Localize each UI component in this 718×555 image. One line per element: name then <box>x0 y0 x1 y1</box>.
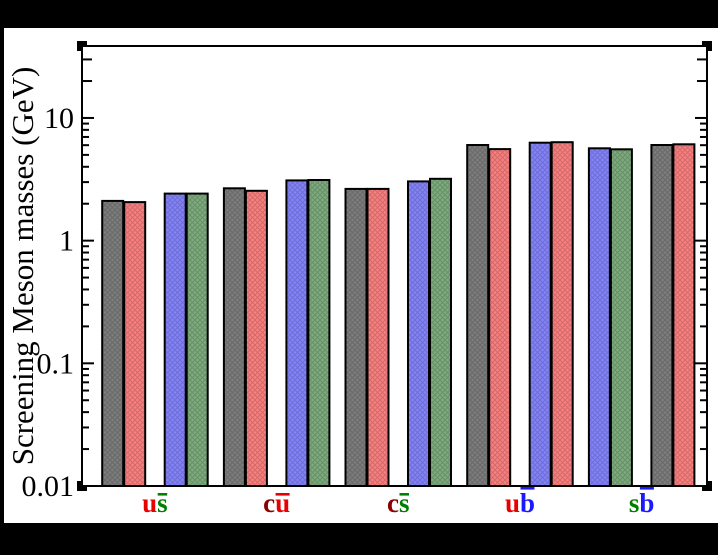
y-axis-title: Screening Meson masses (GeV) <box>5 67 40 466</box>
overbar-cu <box>275 493 290 496</box>
x-label-cs: cs <box>387 488 410 518</box>
y-tick-label-0.01: 0.01 <box>22 470 75 503</box>
bar-sb-red-3 <box>672 143 696 488</box>
x-label-ub: ub <box>505 488 535 518</box>
x-label-us: us <box>142 488 168 518</box>
corner-handle-notch-3 <box>702 481 706 485</box>
bar-ub-red-1 <box>488 148 512 487</box>
x-label-letter-s: s <box>629 488 640 518</box>
overbar-cs <box>399 493 409 496</box>
x-label-letter-u: u <box>275 488 290 518</box>
bar-cu-gray-0 <box>222 187 246 488</box>
y-tick-label-1: 1 <box>59 225 74 258</box>
x-label-letter-u: u <box>505 488 520 518</box>
bar-cu-green-3 <box>307 179 331 487</box>
bar-cs-gray-0 <box>344 187 368 487</box>
bar-us-green-3 <box>185 192 209 487</box>
corner-handles <box>77 41 712 491</box>
y-tick-label-0.1: 0.1 <box>37 347 75 380</box>
x-label-letter-c: c <box>387 488 399 518</box>
corner-handle-1 <box>702 41 712 51</box>
overbar-ub <box>520 487 535 490</box>
bar-ub-blue-2 <box>528 141 552 487</box>
x-label-letter-b: b <box>520 488 535 518</box>
plot-frame <box>81 45 708 487</box>
bar-cs-red-1 <box>366 187 390 487</box>
x-label-letter-b: b <box>639 488 654 518</box>
overbar-sb <box>639 487 654 490</box>
bar-ub-gray-0 <box>466 144 490 487</box>
bar-series <box>101 141 696 488</box>
x-label-sb: sb <box>629 488 655 518</box>
y-tick-label-10: 10 <box>44 102 74 135</box>
corner-handle-0 <box>77 41 87 51</box>
x-label-letter-u: u <box>142 488 157 518</box>
bar-cs-green-3 <box>429 177 452 488</box>
bar-sb-gray-2 <box>650 144 674 487</box>
x-label-cu: cu <box>263 488 290 518</box>
x-label-letter-s: s <box>399 488 410 518</box>
bar-sb-green-1 <box>609 148 633 488</box>
bar-cu-red-1 <box>244 189 268 488</box>
x-label-letter-s: s <box>157 488 168 518</box>
bar-cu-blue-2 <box>285 179 309 487</box>
bar-cs-blue-2 <box>407 180 430 487</box>
x-label-letter-c: c <box>263 488 275 518</box>
bar-ub-red-3 <box>550 141 574 487</box>
axis-frame <box>81 45 708 487</box>
bar-us-gray-0 <box>101 199 125 487</box>
axis-text: Screening Meson masses (GeV) 10 1 0.1 0.01 u… <box>5 67 654 518</box>
corner-handle-3 <box>702 481 712 491</box>
bar-us-red-1 <box>123 201 147 487</box>
overbar-us <box>157 493 168 496</box>
corner-handle-notch-0 <box>83 47 87 51</box>
bar-sb-blue-0 <box>587 147 611 488</box>
corner-handle-notch-2 <box>83 481 87 485</box>
corner-handle-notch-1 <box>702 47 706 51</box>
corner-handle-2 <box>77 481 87 491</box>
bar-us-blue-2 <box>163 192 187 487</box>
